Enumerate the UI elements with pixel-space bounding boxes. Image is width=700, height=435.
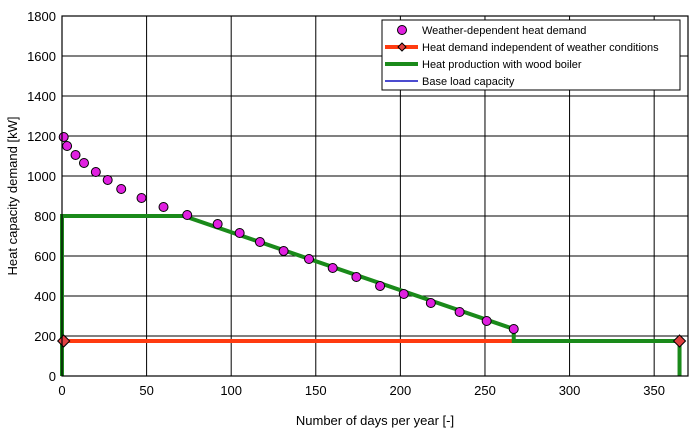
x-tick-label: 50 [139, 383, 153, 398]
data-point [278, 246, 289, 256]
y-tick-label: 600 [34, 249, 56, 264]
data-point [234, 228, 245, 238]
legend-label: Heat production with wood boiler [422, 59, 582, 71]
data-point [78, 158, 89, 168]
data-point [102, 175, 113, 185]
data-point [182, 210, 193, 220]
data-point [508, 324, 519, 334]
x-axis-title: Number of days per year [-] [296, 413, 454, 428]
diamond-marker [56, 334, 71, 348]
data-point [481, 316, 492, 326]
x-tick-label: 250 [474, 383, 496, 398]
data-point [398, 289, 409, 299]
data-point [116, 184, 127, 194]
legend: Weather-dependent heat demand Heat demand… [381, 19, 681, 91]
legend-label: Weather-dependent heat demand [422, 25, 586, 37]
tick-labels: 0 50 100 150 200 250 300 350 0 200 400 600 800 1000 12… [27, 9, 665, 398]
y-tick-label: 1800 [27, 9, 56, 24]
y-axis-title: Heat capacity demand [kW] [5, 117, 20, 276]
y-tick-label: 1000 [27, 169, 56, 184]
legend-box [381, 19, 681, 91]
y-tick-label: 1600 [27, 49, 56, 64]
data-point [327, 263, 338, 273]
legend-symbol-marker [397, 25, 407, 35]
data-point [212, 219, 223, 229]
legend-label: Heat demand independent of weather condi… [422, 42, 659, 54]
y-tick-label: 800 [34, 209, 56, 224]
y-tick-label: 400 [34, 289, 56, 304]
y-tick-label: 200 [34, 329, 56, 344]
x-tick-label: 100 [220, 383, 242, 398]
diamond-marker [672, 334, 687, 348]
data-point [375, 281, 386, 291]
x-tick-label: 300 [559, 383, 581, 398]
x-tick-label: 350 [643, 383, 665, 398]
data-point [304, 254, 315, 264]
data-point [158, 202, 169, 212]
y-tick-label: 0 [49, 369, 56, 384]
data-point [70, 150, 81, 160]
series-layer [56, 132, 687, 376]
legend-symbol-diamond [397, 42, 407, 52]
x-tick-label: 150 [305, 383, 327, 398]
plot-border [61, 15, 689, 377]
legend-label: Base load capacity [422, 76, 515, 88]
y-tick-label: 1400 [27, 89, 56, 104]
data-point [351, 272, 362, 282]
data-point [58, 132, 69, 142]
x-tick-label: 200 [390, 383, 412, 398]
y-tick-label: 1200 [27, 129, 56, 144]
data-point [254, 237, 265, 247]
data-point [90, 167, 101, 177]
data-point [454, 307, 465, 317]
x-tick-label: 0 [58, 383, 65, 398]
data-point [425, 298, 436, 308]
data-point [136, 193, 147, 203]
data-point [62, 141, 73, 151]
